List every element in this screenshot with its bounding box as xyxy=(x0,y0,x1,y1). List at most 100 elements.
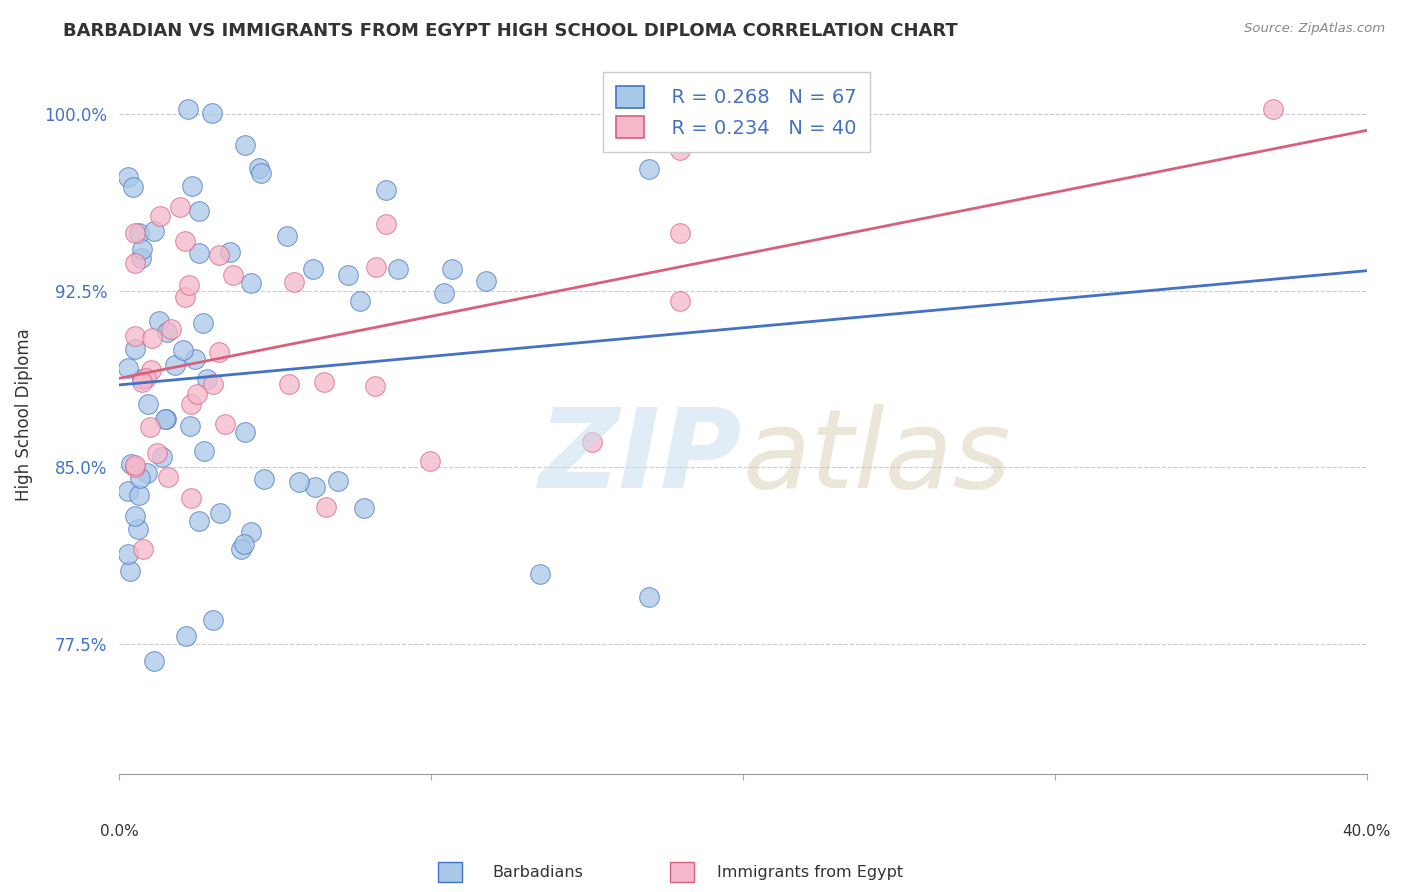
Point xyxy=(202,613,225,627)
Point xyxy=(181,179,204,194)
Point xyxy=(148,314,170,328)
Point xyxy=(138,419,160,434)
Point xyxy=(366,260,388,274)
Point xyxy=(124,458,146,473)
Point xyxy=(139,362,162,376)
Point xyxy=(117,169,139,184)
Point xyxy=(176,629,198,643)
Point xyxy=(179,419,201,434)
Point xyxy=(188,204,211,219)
Point xyxy=(433,286,456,301)
Point xyxy=(315,500,337,514)
Point xyxy=(128,227,150,241)
Point xyxy=(156,470,179,484)
Point xyxy=(193,316,215,330)
Point xyxy=(124,459,146,474)
Point xyxy=(669,293,692,308)
Point xyxy=(1263,103,1285,117)
Point xyxy=(180,397,202,411)
Point xyxy=(124,508,146,523)
Point xyxy=(160,321,183,335)
Point xyxy=(131,375,153,389)
Point xyxy=(208,344,231,359)
Point xyxy=(141,331,163,345)
Point xyxy=(156,325,179,339)
Point xyxy=(124,342,146,356)
Point xyxy=(277,376,299,391)
Point xyxy=(349,293,371,308)
Point xyxy=(143,654,166,668)
Point xyxy=(239,525,262,540)
Point xyxy=(529,566,551,581)
Point xyxy=(165,359,187,373)
Point xyxy=(120,564,142,578)
Point xyxy=(441,262,464,277)
Point xyxy=(669,226,692,240)
Point xyxy=(222,268,245,283)
Point xyxy=(120,457,142,471)
Point xyxy=(117,361,139,376)
Point xyxy=(135,371,157,385)
Point xyxy=(117,547,139,561)
Text: Immigrants from Egypt: Immigrants from Egypt xyxy=(717,865,903,880)
Point xyxy=(363,378,385,392)
Point xyxy=(638,590,661,604)
Point xyxy=(146,446,169,460)
Point xyxy=(337,268,360,282)
Point xyxy=(229,542,252,557)
Point xyxy=(143,224,166,238)
Point xyxy=(186,387,208,401)
Text: ZIP: ZIP xyxy=(540,404,742,511)
Point xyxy=(233,137,256,152)
Legend:   R = 0.268   N = 67,   R = 0.234   N = 40: R = 0.268 N = 67, R = 0.234 N = 40 xyxy=(603,72,870,152)
Point xyxy=(153,412,176,426)
Point xyxy=(233,425,256,439)
Point xyxy=(150,450,173,465)
Point xyxy=(127,523,149,537)
Point xyxy=(581,434,603,449)
Point xyxy=(176,103,198,117)
Point xyxy=(208,507,231,521)
Point xyxy=(179,277,201,292)
Point xyxy=(155,411,177,425)
Point xyxy=(173,234,195,248)
Point xyxy=(283,275,305,289)
Point xyxy=(374,217,396,231)
Point xyxy=(208,248,231,262)
Point xyxy=(214,417,236,431)
Point xyxy=(149,209,172,223)
Point xyxy=(218,244,240,259)
Point xyxy=(129,471,152,485)
Point xyxy=(169,200,191,214)
Bar xyxy=(437,863,463,882)
Point xyxy=(117,483,139,498)
Point xyxy=(122,179,145,194)
Point xyxy=(187,246,209,260)
Point xyxy=(202,377,225,392)
Text: Source: ZipAtlas.com: Source: ZipAtlas.com xyxy=(1244,22,1385,36)
Point xyxy=(419,454,441,468)
Point xyxy=(669,143,692,157)
Point xyxy=(124,226,146,240)
Point xyxy=(131,372,153,386)
Text: 0.0%: 0.0% xyxy=(100,824,138,839)
Text: Barbadians: Barbadians xyxy=(492,865,583,880)
Point xyxy=(247,161,270,175)
Text: 40.0%: 40.0% xyxy=(1343,824,1391,839)
Point xyxy=(374,183,396,197)
Point xyxy=(201,106,224,120)
Point xyxy=(312,375,335,389)
Point xyxy=(239,276,262,290)
Point xyxy=(193,444,215,458)
Point xyxy=(301,262,323,277)
Point xyxy=(326,474,349,488)
Point xyxy=(195,371,218,385)
Point xyxy=(132,542,155,557)
Point xyxy=(475,274,498,288)
Point xyxy=(128,488,150,502)
Point xyxy=(188,514,211,528)
Point xyxy=(276,229,298,244)
Point xyxy=(129,251,152,265)
Point xyxy=(180,491,202,505)
Y-axis label: High School Diploma: High School Diploma xyxy=(15,328,32,500)
